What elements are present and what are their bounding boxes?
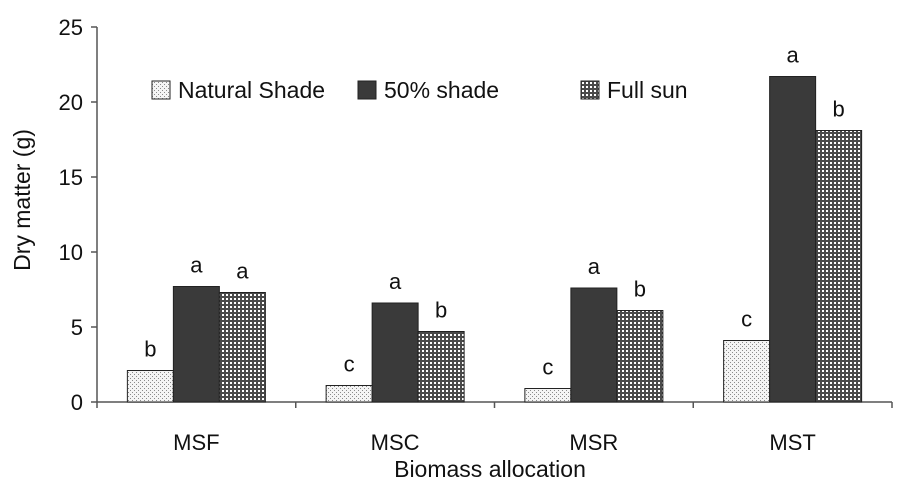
bar (524, 388, 572, 403)
bar (417, 331, 465, 403)
significance-letter: c (542, 355, 553, 380)
x-axis-categories: MSF MSC MSR MST (96, 402, 893, 455)
bar (723, 340, 771, 403)
bar (371, 302, 419, 403)
significance-letter: b (833, 97, 845, 122)
significance-letters: b a a c a b c a b c a b (144, 43, 845, 380)
significance-letter: a (236, 259, 249, 284)
x-category-label: MSR (569, 430, 618, 455)
bar (815, 130, 863, 403)
significance-letter: a (588, 254, 601, 279)
bar (218, 292, 266, 403)
significance-letter: a (389, 269, 402, 294)
significance-letter: b (144, 337, 156, 362)
x-category-label: MST (769, 430, 815, 455)
y-tick-label: 25 (59, 15, 83, 40)
legend: Natural Shade 50% shade Full sun (151, 77, 688, 103)
x-category-label: MSC (371, 430, 420, 455)
bar (616, 310, 664, 403)
significance-letter: a (190, 253, 203, 278)
y-axis-title: Dry matter (g) (9, 129, 35, 271)
legend-label: 50% shade (384, 77, 499, 103)
legend-label: Natural Shade (178, 77, 325, 103)
significance-letter: b (435, 298, 447, 323)
legend-swatch (151, 80, 171, 100)
y-axis-ticks: 0 5 10 15 20 25 (59, 15, 97, 415)
legend-swatch (580, 80, 600, 100)
bar (769, 76, 817, 403)
bar (172, 286, 220, 403)
significance-letter: b (634, 277, 646, 302)
y-tick-label: 15 (59, 165, 83, 190)
legend-label: Full sun (607, 77, 688, 103)
significance-letter: c (741, 307, 752, 332)
bar (126, 370, 174, 403)
y-tick-label: 20 (59, 90, 83, 115)
significance-letter: a (787, 43, 800, 68)
x-axis-title: Biomass allocation (394, 456, 586, 482)
x-category-label: MSF (173, 430, 219, 455)
y-tick-label: 0 (71, 390, 83, 415)
bar (570, 287, 618, 403)
bars (126, 76, 863, 403)
y-tick-label: 5 (71, 315, 83, 340)
legend-swatch (357, 80, 377, 100)
significance-letter: c (344, 352, 355, 377)
y-tick-label: 10 (59, 240, 83, 265)
bar (325, 385, 373, 403)
